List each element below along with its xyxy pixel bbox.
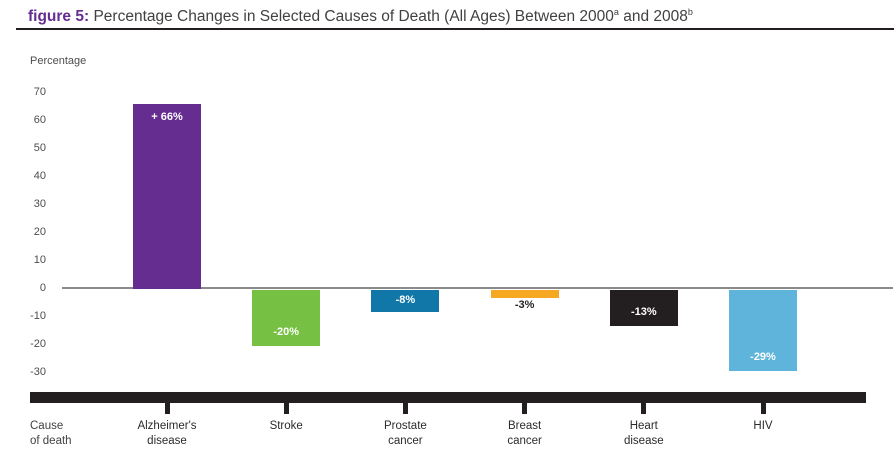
x-tick-hiv — [760, 403, 766, 414]
bar-value-label-alzheimer-s-disease: + 66% — [151, 111, 183, 124]
x-tick-stroke — [283, 403, 289, 414]
figure-title-text: Percentage Changes in Selected Causes of… — [89, 7, 693, 26]
bar-hiv — [729, 290, 797, 372]
x-tick-alzheimer-s-disease — [164, 403, 170, 414]
footnote-marker-a: a — [613, 7, 619, 17]
category-label-heart-disease: Heart disease — [623, 420, 664, 447]
bar-stroke — [252, 290, 321, 346]
y-axis-label: Percentage — [30, 55, 87, 67]
x-axis-bar — [30, 392, 866, 403]
y-tick-label-40: 40 — [33, 170, 46, 182]
category-label-breast-cancer: Breast cancer — [507, 420, 542, 447]
category-label-prostate-cancer: Prostate cancer — [383, 420, 427, 447]
y-tick-label-0: 0 — [39, 282, 46, 294]
bar-value-label-breast-cancer: -3% — [514, 299, 535, 312]
bar-alzheimer-s-disease — [133, 104, 201, 289]
bar-value-label-stroke: -20% — [273, 326, 300, 338]
y-tick-label-60: 60 — [33, 114, 46, 126]
y-tick-label--30: -30 — [30, 366, 46, 378]
y-tick-label-10: 10 — [33, 254, 46, 266]
figure-title: figure 5: Percentage Changes in Selected… — [28, 7, 693, 26]
bar-value-label-prostate-cancer: -8% — [395, 294, 416, 307]
y-tick-label-70: 70 — [33, 86, 46, 98]
bar-prostate-cancer — [371, 290, 440, 313]
y-tick-label-50: 50 — [33, 142, 46, 154]
y-tick-label--20: -20 — [30, 338, 46, 350]
bar-value-label-heart-disease: -13% — [630, 306, 657, 319]
y-tick-label-30: 30 — [33, 198, 46, 210]
zero-baseline — [62, 287, 893, 289]
x-tick-prostate-cancer — [402, 403, 408, 414]
bar-breast-cancer — [490, 290, 559, 299]
bar-heart-disease — [609, 290, 678, 327]
category-label-stroke: Stroke — [269, 420, 303, 432]
category-label-alzheimer-s-disease: Alzheimer's disease — [137, 420, 197, 447]
title-divider — [16, 28, 894, 30]
x-axis-label: Cause of death — [30, 420, 72, 447]
y-tick-label--10: -10 — [30, 310, 46, 322]
y-tick-label-20: 20 — [33, 226, 46, 238]
figure-number: figure 5: — [28, 8, 90, 26]
category-label-hiv: HIV — [753, 420, 773, 432]
bar-value-label-hiv: -29% — [750, 351, 776, 364]
x-tick-heart-disease — [641, 403, 647, 414]
footnote-marker-b: b — [687, 7, 693, 17]
x-tick-breast-cancer — [522, 403, 528, 414]
